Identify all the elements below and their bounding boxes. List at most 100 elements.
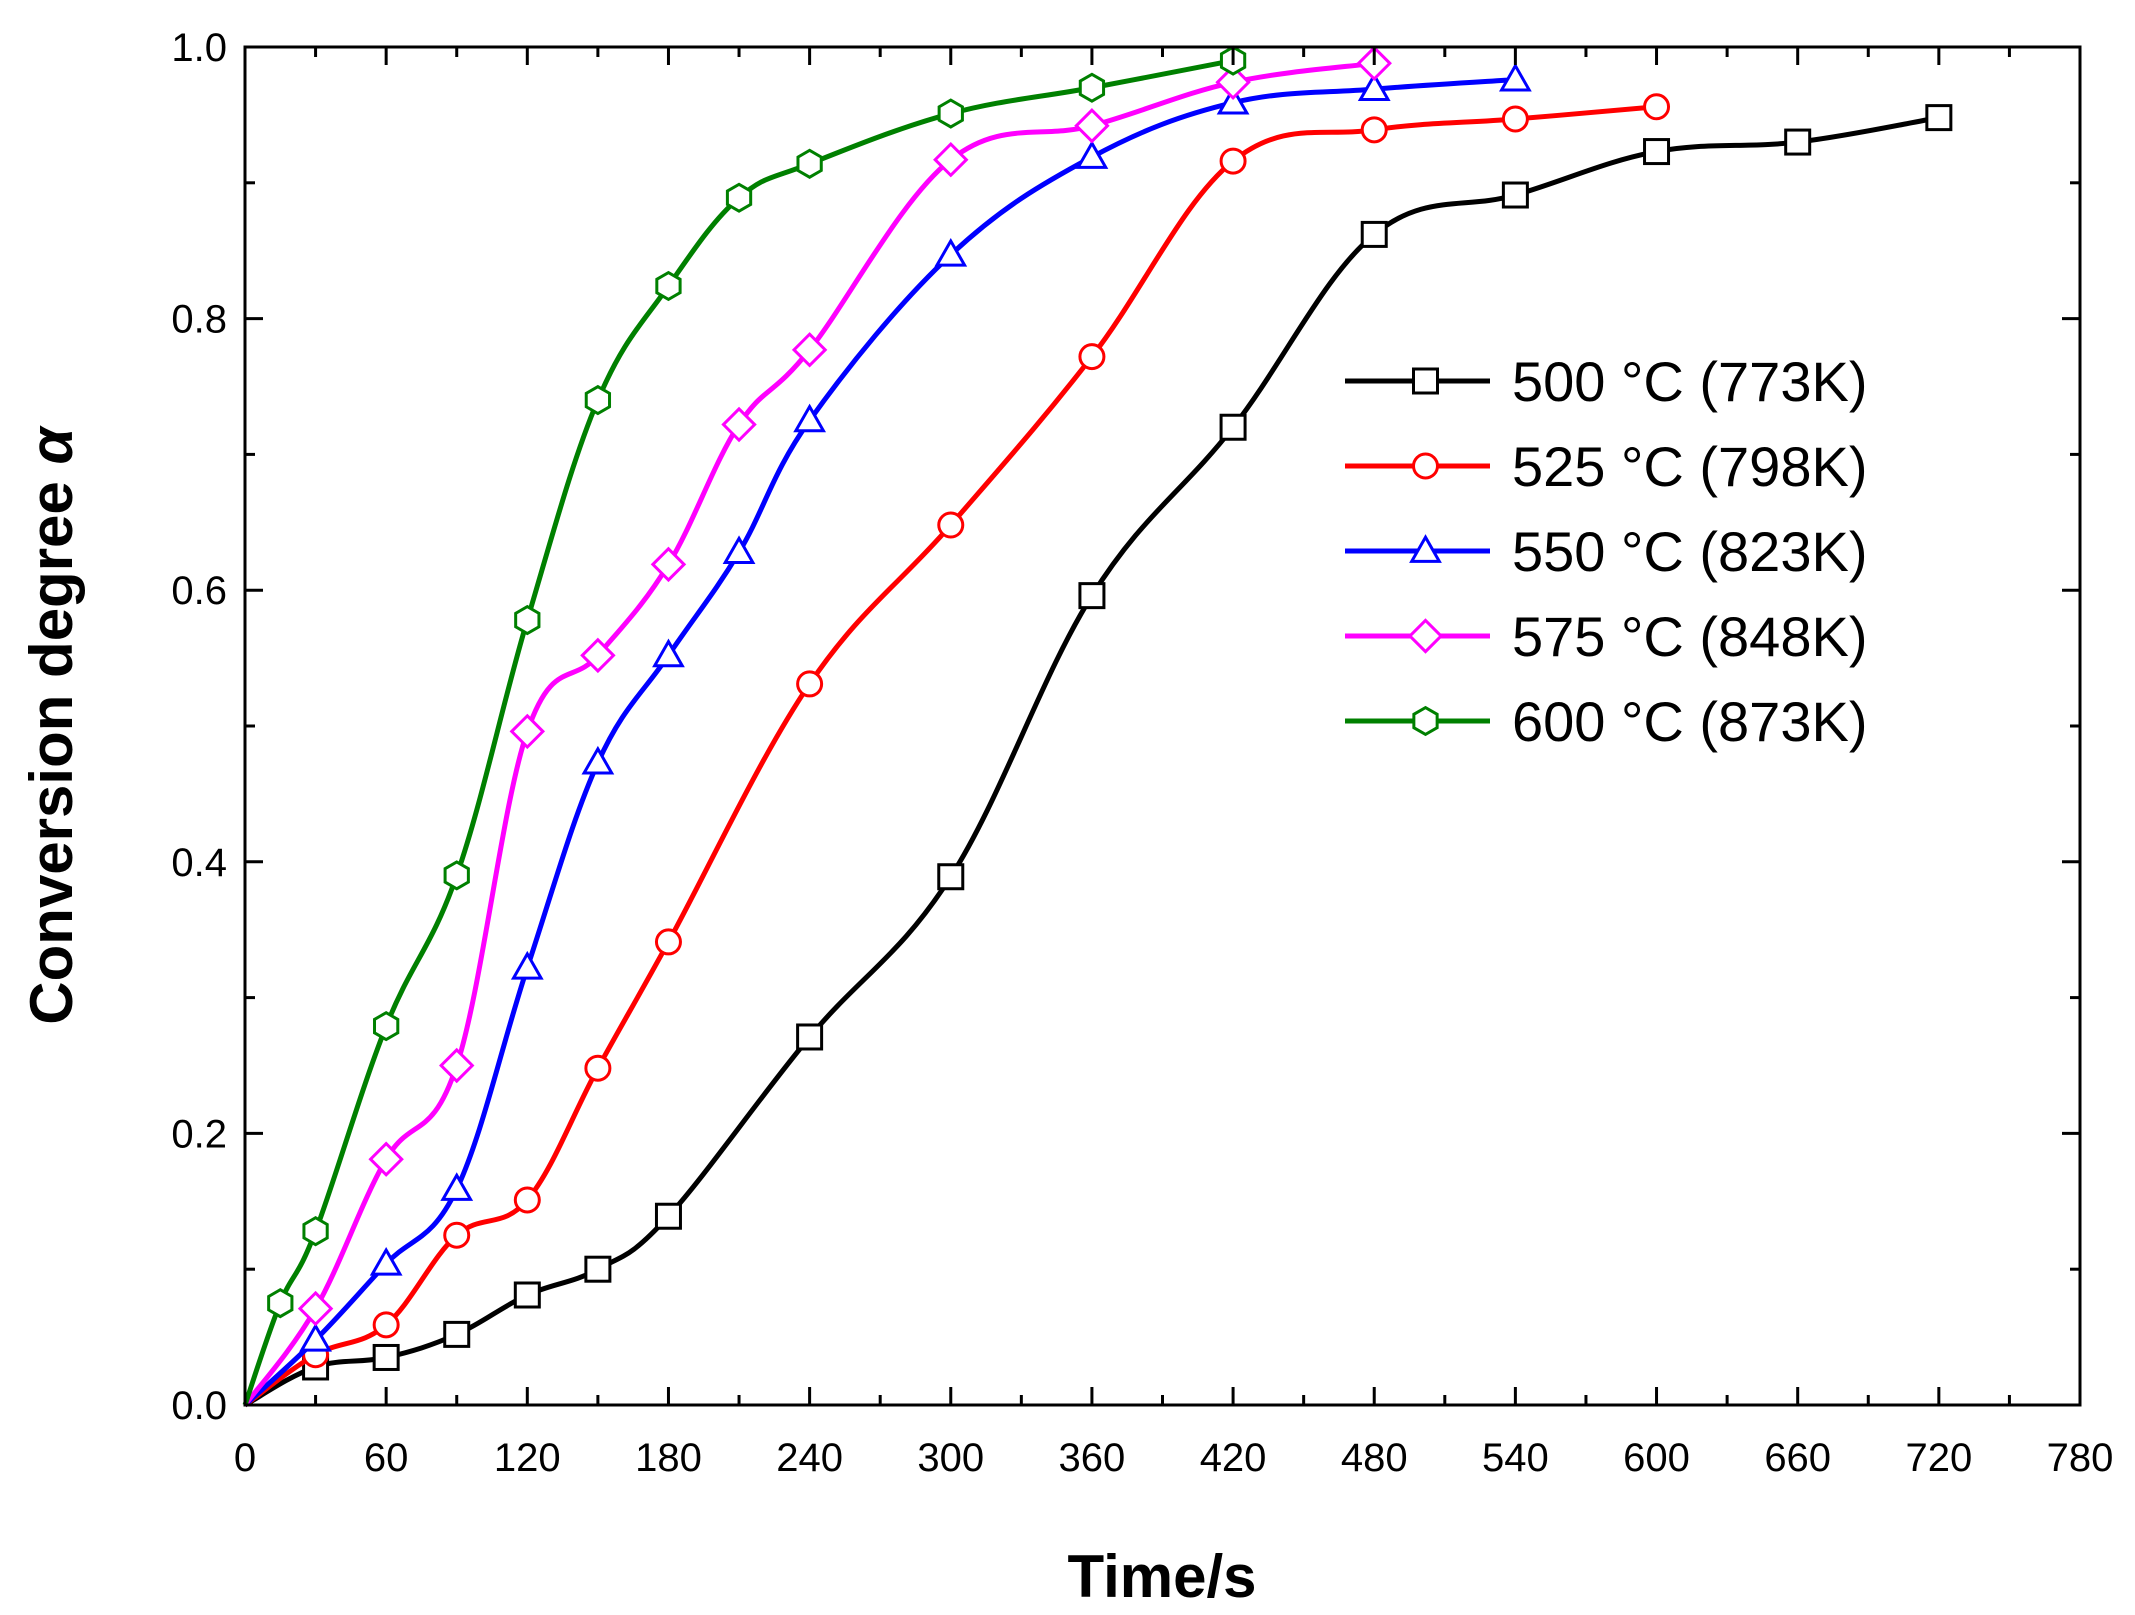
- legend-label: 575 °C (848K): [1512, 605, 1867, 668]
- legend-label: 550 °C (823K): [1512, 520, 1867, 583]
- x-tick-label: 360: [1059, 1436, 1126, 1480]
- data-point: [580, 637, 616, 674]
- y-tick-label: 0.4: [171, 841, 227, 885]
- data-point: [372, 1311, 400, 1339]
- data-point: [440, 1172, 474, 1201]
- data-point: [584, 384, 612, 416]
- data-point: [581, 745, 615, 775]
- legend-label: 525 °C (798K): [1512, 435, 1867, 498]
- data-point: [654, 1202, 682, 1230]
- data-point: [510, 950, 544, 980]
- x-tick-label: 660: [1764, 1436, 1831, 1480]
- series-500-c-773k: [243, 104, 1953, 1408]
- series-550-c-823k: [243, 62, 1532, 1407]
- x-tick-label: 420: [1200, 1436, 1267, 1480]
- data-point: [1075, 140, 1109, 169]
- legend-marker: [1412, 705, 1439, 737]
- series-575-c-848k: [242, 45, 1392, 1407]
- data-point: [1784, 128, 1812, 156]
- legend-marker: [1412, 452, 1439, 480]
- data-point: [937, 511, 965, 539]
- legend-item: 575 °C (848K): [1345, 605, 1867, 668]
- data-point: [514, 604, 541, 636]
- data-point: [937, 863, 965, 891]
- series-line: [243, 115, 1940, 1408]
- data-point: [1498, 62, 1532, 92]
- legend-item: 500 °C (773K): [1345, 350, 1867, 413]
- series-line: [243, 77, 1516, 1407]
- data-point: [297, 1290, 334, 1327]
- data-point: [796, 1023, 824, 1051]
- x-tick-label: 240: [776, 1436, 843, 1480]
- x-tick-label: 540: [1482, 1436, 1549, 1480]
- data-point: [513, 1281, 541, 1309]
- data-point: [1216, 85, 1250, 115]
- x-tick-label: 720: [1905, 1436, 1972, 1480]
- data-point: [796, 670, 824, 698]
- data-point: [655, 270, 682, 302]
- data-point: [1357, 72, 1391, 101]
- data-point: [796, 148, 823, 179]
- data-point: [1219, 413, 1247, 441]
- data-point: [937, 98, 964, 129]
- legend-marker: [1412, 367, 1439, 395]
- y-tick-label: 0.2: [171, 1112, 227, 1156]
- data-point: [1078, 343, 1106, 371]
- data-point: [791, 332, 828, 368]
- data-point: [302, 1216, 329, 1247]
- data-point: [299, 1322, 332, 1352]
- data-point: [513, 1186, 541, 1214]
- data-point: [725, 182, 753, 213]
- x-tick-label: 480: [1341, 1436, 1408, 1480]
- data-point: [652, 638, 685, 668]
- legend-item: 550 °C (823K): [1345, 520, 1867, 583]
- data-point: [721, 406, 757, 443]
- series-525-c-798k: [243, 93, 1671, 1408]
- data-point: [267, 1287, 294, 1319]
- data-point: [372, 1343, 400, 1371]
- data-point: [1360, 116, 1388, 144]
- x-axis-title: Time/s: [1068, 1543, 1257, 1610]
- legend-label: 600 °C (873K): [1512, 690, 1867, 753]
- x-tick-label: 0: [234, 1436, 256, 1480]
- data-point: [793, 403, 827, 433]
- x-tick-label: 180: [635, 1436, 702, 1480]
- data-point: [654, 928, 682, 956]
- data-point: [1219, 147, 1247, 175]
- y-axis-title: Conversion degree α: [18, 425, 85, 1025]
- data-point: [1074, 108, 1110, 144]
- data-point: [1215, 64, 1251, 101]
- y-tick-label: 0.0: [171, 1384, 227, 1428]
- data-point: [443, 1221, 471, 1249]
- data-point: [509, 713, 546, 750]
- data-point: [1925, 104, 1953, 132]
- legend: 500 °C (773K) 525 °C (798K) 550 °C (823K) 5…: [1345, 350, 1867, 753]
- data-point: [368, 1141, 404, 1177]
- x-tick-label: 120: [494, 1436, 561, 1480]
- y-axis-title-symbol: α: [18, 425, 85, 465]
- data-point: [1643, 138, 1671, 166]
- data-point: [650, 546, 687, 583]
- data-point: [584, 1054, 612, 1082]
- legend-item: 600 °C (873K): [1345, 690, 1867, 753]
- data-point: [1501, 181, 1529, 209]
- data-point: [722, 535, 756, 565]
- data-point: [443, 860, 470, 891]
- data-point: [443, 1320, 471, 1348]
- legend-item: 525 °C (798K): [1345, 435, 1867, 498]
- ticks-layer: 0 60 120 180 240 300 360 420 480 540 600 660 720 780 0…: [171, 26, 2113, 1480]
- data-point: [1360, 220, 1388, 248]
- series-line: [243, 104, 1657, 1408]
- data-point: [373, 1010, 400, 1042]
- series-line: [242, 58, 1234, 1406]
- data-point: [369, 1246, 403, 1276]
- y-tick-label: 0.8: [171, 298, 227, 342]
- data-point: [1078, 582, 1106, 610]
- x-tick-label: 600: [1623, 1436, 1690, 1480]
- series-layer: [242, 45, 1953, 1408]
- data-point: [933, 141, 969, 178]
- y-axis-title-text: Conversion degree: [18, 465, 85, 1025]
- y-tick-label: 0.6: [171, 569, 227, 613]
- data-point: [934, 237, 968, 267]
